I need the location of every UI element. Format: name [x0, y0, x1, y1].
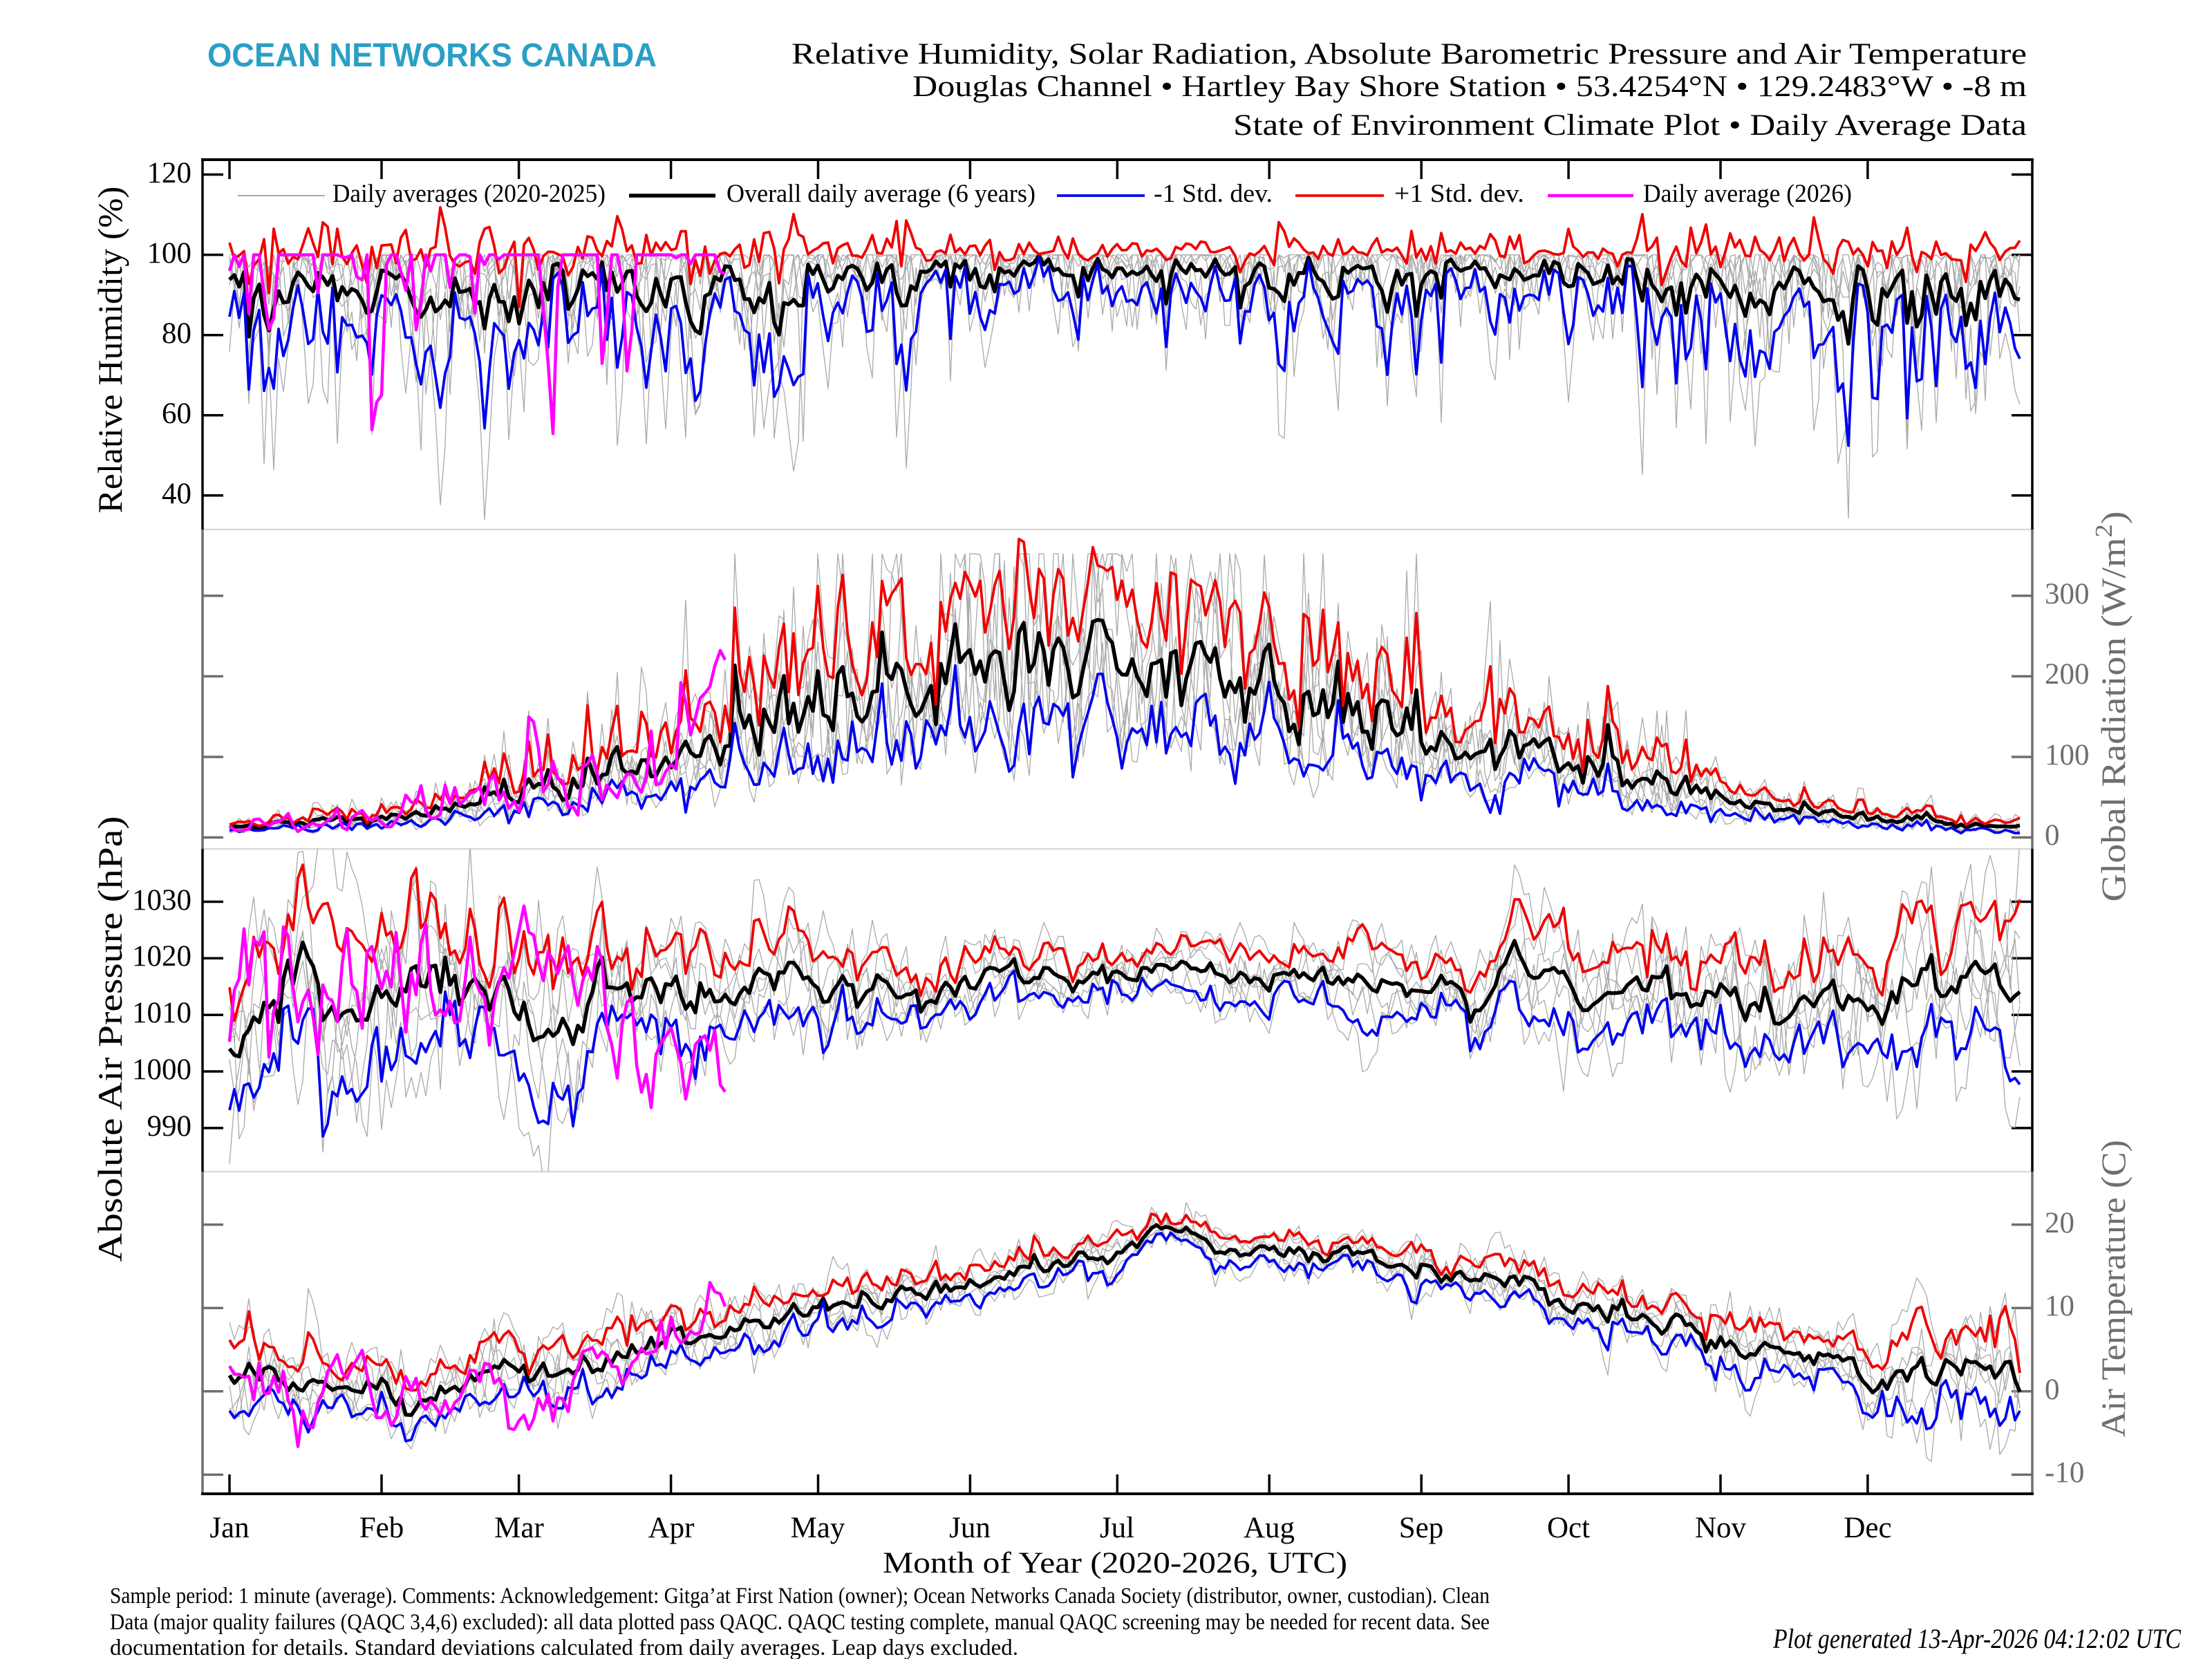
svg-text:OCEAN NETWORKS CANADA: OCEAN NETWORKS CANADA	[207, 37, 657, 74]
svg-text:State of Environment Climate P: State of Environment Climate Plot • Dail…	[1233, 109, 2027, 142]
svg-text:May: May	[791, 1512, 845, 1544]
svg-text:Sample period: 1 minute (avera: Sample period: 1 minute (average). Comme…	[110, 1584, 1490, 1609]
svg-text:Air Temperature (C): Air Temperature (C)	[2094, 1140, 2133, 1437]
svg-text:120: 120	[147, 157, 192, 189]
svg-text:200: 200	[2045, 658, 2090, 691]
svg-text:Douglas Channel • Hartley Bay: Douglas Channel • Hartley Bay Shore Stat…	[912, 71, 2027, 103]
svg-text:1000: 1000	[132, 1053, 191, 1086]
svg-text:-10: -10	[2045, 1456, 2084, 1489]
svg-text:+1 Std. dev.: +1 Std. dev.	[1394, 180, 1524, 208]
svg-text:1030: 1030	[132, 884, 191, 917]
svg-text:Daily average (2026): Daily average (2026)	[1643, 180, 1852, 208]
svg-text:Daily averages (2020-2025): Daily averages (2020-2025)	[332, 180, 606, 208]
svg-text:Oct: Oct	[1547, 1512, 1590, 1544]
svg-text:0: 0	[2045, 1374, 2060, 1406]
svg-text:Global Radiation (W/m2): Global Radiation (W/m2)	[2090, 512, 2133, 902]
svg-text:Overall daily average (6 years: Overall daily average (6 years)	[727, 180, 1035, 208]
svg-text:Relative Humidity (%): Relative Humidity (%)	[91, 187, 129, 514]
svg-text:20: 20	[2045, 1207, 2074, 1239]
svg-text:Aug: Aug	[1244, 1512, 1295, 1544]
svg-text:Absolute Air Pressure (hPa): Absolute Air Pressure (hPa)	[91, 816, 129, 1262]
svg-text:Sep: Sep	[1399, 1512, 1444, 1544]
svg-text:Month of Year (2020-2026, UTC): Month of Year (2020-2026, UTC)	[883, 1547, 1347, 1580]
svg-text:80: 80	[162, 317, 191, 350]
svg-text:100: 100	[147, 237, 192, 270]
svg-text:Jan: Jan	[209, 1512, 249, 1544]
svg-text:0: 0	[2045, 819, 2060, 852]
svg-text:60: 60	[162, 397, 191, 430]
svg-text:Relative Humidity, Solar Radia: Relative Humidity, Solar Radiation, Abso…	[791, 38, 2027, 71]
svg-text:990: 990	[147, 1110, 192, 1143]
svg-text:Feb: Feb	[359, 1512, 404, 1544]
svg-text:Nov: Nov	[1695, 1512, 1747, 1544]
svg-text:Jul: Jul	[1100, 1512, 1134, 1544]
svg-text:300: 300	[2045, 578, 2090, 610]
svg-text:1010: 1010	[132, 997, 191, 1029]
svg-text:Dec: Dec	[1844, 1512, 1891, 1544]
svg-text:Mar: Mar	[494, 1512, 544, 1544]
svg-text:Apr: Apr	[648, 1512, 695, 1544]
svg-text:-1 Std. dev.: -1 Std. dev.	[1154, 180, 1273, 208]
svg-text:1020: 1020	[132, 940, 191, 973]
svg-text:Jun: Jun	[949, 1512, 991, 1544]
svg-text:documentation for details. Sta: documentation for details. Standard devi…	[110, 1635, 1018, 1659]
svg-text:40: 40	[162, 478, 191, 510]
svg-text:Data (major quality failures (: Data (major quality failures (QAQC 3,4,6…	[110, 1610, 1490, 1635]
svg-text:Plot generated 13-Apr-2026 04:: Plot generated 13-Apr-2026 04:12:02 UTC	[1772, 1623, 2182, 1654]
svg-text:10: 10	[2045, 1290, 2074, 1322]
svg-text:100: 100	[2045, 739, 2090, 771]
